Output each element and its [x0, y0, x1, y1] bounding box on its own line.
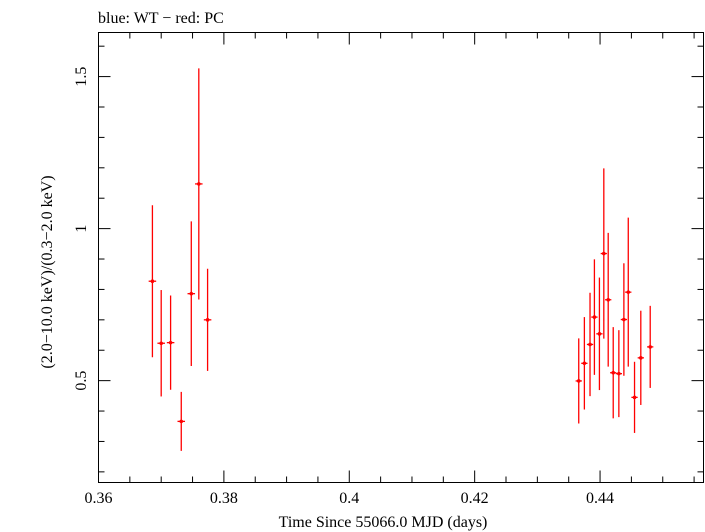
y-tick-label: 1 [73, 225, 90, 233]
x-tick-label: 0.4 [339, 490, 359, 507]
point-marker [179, 419, 184, 424]
point-marker [588, 342, 592, 347]
point-marker [189, 291, 194, 296]
point-marker [168, 340, 173, 345]
data-point [631, 361, 638, 433]
data-point [157, 290, 165, 397]
point-marker [617, 371, 621, 376]
y-tick-label: 0.5 [73, 371, 90, 391]
plot-frame [98, 32, 704, 483]
data-point [605, 232, 612, 367]
data-point [148, 205, 157, 358]
x-tick-label: 0.36 [85, 490, 113, 507]
y-tick-label: 1.5 [73, 67, 90, 87]
data-point [203, 268, 212, 371]
data-point [586, 292, 594, 397]
y-axis: 0.5 1 1.5 [73, 45, 704, 473]
point-marker [597, 332, 602, 336]
x-axis-label: Time Since 55066.0 MJD (days) [279, 514, 488, 531]
point-marker [626, 290, 631, 294]
point-marker [639, 356, 643, 360]
point-marker [622, 317, 626, 322]
x-axis: 0.36 0.38 0.4 0.42 0.44 [85, 32, 695, 507]
point-marker [592, 315, 597, 319]
data-point [177, 391, 186, 451]
chart-title: blue: WT − red: PC [98, 10, 224, 27]
data-point [600, 168, 607, 339]
x-tick-label: 0.42 [461, 490, 489, 507]
x-tick-label: 0.44 [586, 490, 614, 507]
plot-series [148, 68, 654, 451]
data-point [581, 317, 588, 410]
point-marker [632, 395, 637, 400]
data-point [591, 259, 598, 375]
point-marker [159, 341, 163, 346]
data-point [647, 305, 654, 388]
point-marker [576, 379, 581, 383]
data-point [615, 330, 622, 418]
point-marker [205, 318, 210, 322]
point-marker [606, 297, 611, 302]
x-tick-label: 0.38 [210, 490, 238, 507]
point-marker [582, 361, 587, 366]
data-point [610, 327, 617, 419]
data-point [575, 338, 582, 424]
y-axis-label: (2.0−10.0 keV)/(0.3−2.0 keV) [39, 175, 56, 368]
data-point [625, 217, 632, 367]
data-point [166, 295, 175, 390]
data-point [195, 68, 203, 300]
point-marker [150, 279, 155, 284]
data-point [637, 310, 644, 405]
data-point [187, 221, 196, 367]
point-marker [648, 345, 653, 349]
point-marker [197, 182, 201, 186]
data-point [620, 263, 628, 376]
data-point [596, 277, 603, 391]
point-marker [611, 370, 616, 375]
point-marker [602, 251, 606, 256]
